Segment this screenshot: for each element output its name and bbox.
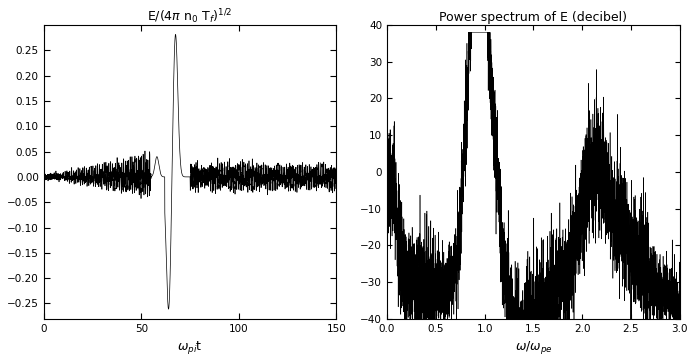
- X-axis label: $\omega_{pi}$t: $\omega_{pi}$t: [177, 339, 203, 356]
- Title: Power spectrum of E (decibel): Power spectrum of E (decibel): [439, 11, 628, 24]
- Title: E/(4$\pi$ n$_0$ T$_f$)$^{1/2}$: E/(4$\pi$ n$_0$ T$_f$)$^{1/2}$: [147, 7, 233, 26]
- X-axis label: $\omega$/$\omega_{pe}$: $\omega$/$\omega_{pe}$: [514, 339, 553, 356]
